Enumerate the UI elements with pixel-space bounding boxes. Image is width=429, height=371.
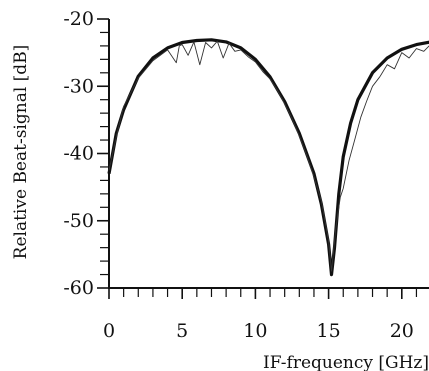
axis-tick-labels: 0 5 10 15 20 -60 -50 -40 -30 -20 — [63, 8, 414, 342]
axis-frame — [108, 19, 429, 289]
y-axis-label: Relative Beat-signal [dB] — [11, 45, 31, 260]
y-tick-label: -30 — [63, 75, 94, 97]
x-axis-label: IF-frequency [GHz] — [263, 353, 429, 371]
x-tick-label: 0 — [103, 320, 115, 342]
axis-ticks — [97, 18, 418, 299]
y-tick-label: -40 — [63, 143, 94, 165]
y-tick-label: -60 — [63, 277, 94, 299]
x-tick-label: 10 — [243, 320, 267, 342]
plot-axes — [108, 19, 429, 289]
x-tick-label: 5 — [176, 320, 188, 342]
series-smooth-line — [107, 38, 429, 277]
x-tick-label: 20 — [390, 320, 414, 342]
plot-area — [107, 38, 429, 277]
series-noisy-line — [108, 40, 429, 272]
y-tick-label: -20 — [63, 8, 94, 30]
x-tick-label: 15 — [317, 320, 341, 342]
y-tick-label: -50 — [63, 210, 94, 232]
